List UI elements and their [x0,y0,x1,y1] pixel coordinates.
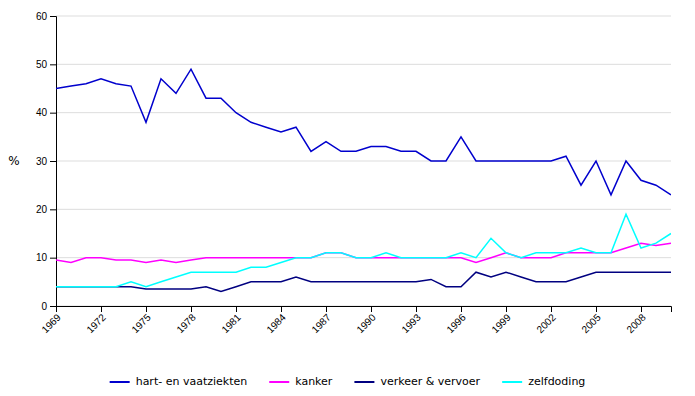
tick-label: 30 [36,156,48,167]
legend-swatch [502,381,522,383]
axis-domain [57,307,672,313]
tick-mark [506,306,507,312]
tick-mark [281,306,282,312]
axis-domain [50,17,57,307]
tick-mark [50,209,56,210]
tick-label: 1993 [399,311,423,335]
legend-item: hart- en vaatziekten [110,375,248,388]
x-tick: 1993 [399,306,423,335]
tick-label: 1969 [39,311,63,335]
tick-label: 60 [36,11,48,22]
tick-mark [236,306,237,312]
x-tick: 1984 [264,306,288,335]
y-axis: 0 10 20 30 40 50 60 [36,11,57,312]
tick-label: 40 [36,107,48,118]
tick-label: 1975 [129,311,153,335]
chart: 1969 1972 1975 1978 1981 1984 1987 1990 1993 1996… [0,0,695,396]
y-tick: 20 [36,204,56,215]
grid [56,16,671,306]
tick-label: 1996 [444,311,468,335]
tick-label: 20 [36,204,48,215]
tick-mark [371,306,372,312]
series-line [56,214,671,286]
tick-label: 1972 [84,311,108,335]
x-axis: 1969 1972 1975 1978 1981 1984 1987 1990 1993 1996… [39,306,671,335]
tick-mark [101,306,102,312]
grid-line [56,64,671,65]
legend-label: zelfdoding [528,375,585,388]
legend-swatch [110,381,130,383]
tick-label: 0 [41,301,47,312]
tick-mark [50,161,56,162]
tick-label: 2008 [624,311,648,335]
tick-label: 1990 [354,311,378,335]
tick-label: 2002 [534,311,558,335]
x-tick: 1978 [174,306,198,335]
tick-mark [641,306,642,312]
legend-swatch [354,381,374,383]
lines [56,69,671,291]
tick-mark [50,258,56,259]
series-line [56,243,671,262]
legend-item: zelfdoding [502,375,585,388]
tick-label: 50 [36,59,48,70]
y-tick: 0 [41,301,56,312]
grid-line [56,16,671,17]
y-tick: 30 [36,156,56,167]
x-tick: 1975 [129,306,153,335]
grid-line [56,112,671,113]
series-line [56,272,671,291]
legend-label: verkeer & vervoer [380,375,480,388]
tick-label: 1981 [219,311,243,335]
x-tick: 1996 [444,306,468,335]
tick-mark [191,306,192,312]
x-tick: 1987 [309,306,333,335]
y-tick: 50 [36,59,56,70]
x-tick: 1972 [84,306,108,335]
y-tick: 40 [36,107,56,118]
tick-label: 1984 [264,311,288,335]
tick-mark [146,306,147,312]
legend-item: verkeer & vervoer [354,375,480,388]
tick-label: 1978 [174,311,198,335]
tick-mark [461,306,462,312]
legend-swatch [269,381,289,383]
legend-label: kanker [295,375,333,388]
tick-mark [551,306,552,312]
tick-mark [596,306,597,312]
x-tick: 1990 [354,306,378,335]
tick-mark [326,306,327,312]
x-tick: 1981 [219,306,243,335]
y-tick: 60 [36,11,56,22]
tick-label: 10 [36,252,48,263]
tick-label: 2005 [579,311,603,335]
series-line [56,69,671,195]
tick-mark [50,64,56,65]
tick-label: 1999 [489,311,513,335]
tick-mark [50,16,56,17]
legend: hart- en vaatziekten kanker verkeer & verv… [110,375,586,388]
plot: 1969 1972 1975 1978 1981 1984 1987 1990 1993 1996… [36,11,672,335]
x-tick: 2005 [579,306,603,335]
tick-mark [50,113,56,114]
tick-mark [50,306,56,307]
x-tick: 1999 [489,306,513,335]
tick-mark [416,306,417,312]
x-tick: 2008 [624,306,648,335]
x-tick: 2002 [534,306,558,335]
grid-line [56,161,671,162]
grid-line [56,209,671,210]
legend-label: hart- en vaatziekten [136,375,248,388]
y-tick: 10 [36,252,56,263]
y-axis-title: % [8,154,19,168]
legend-item: kanker [269,375,333,388]
tick-label: 1987 [309,311,333,335]
